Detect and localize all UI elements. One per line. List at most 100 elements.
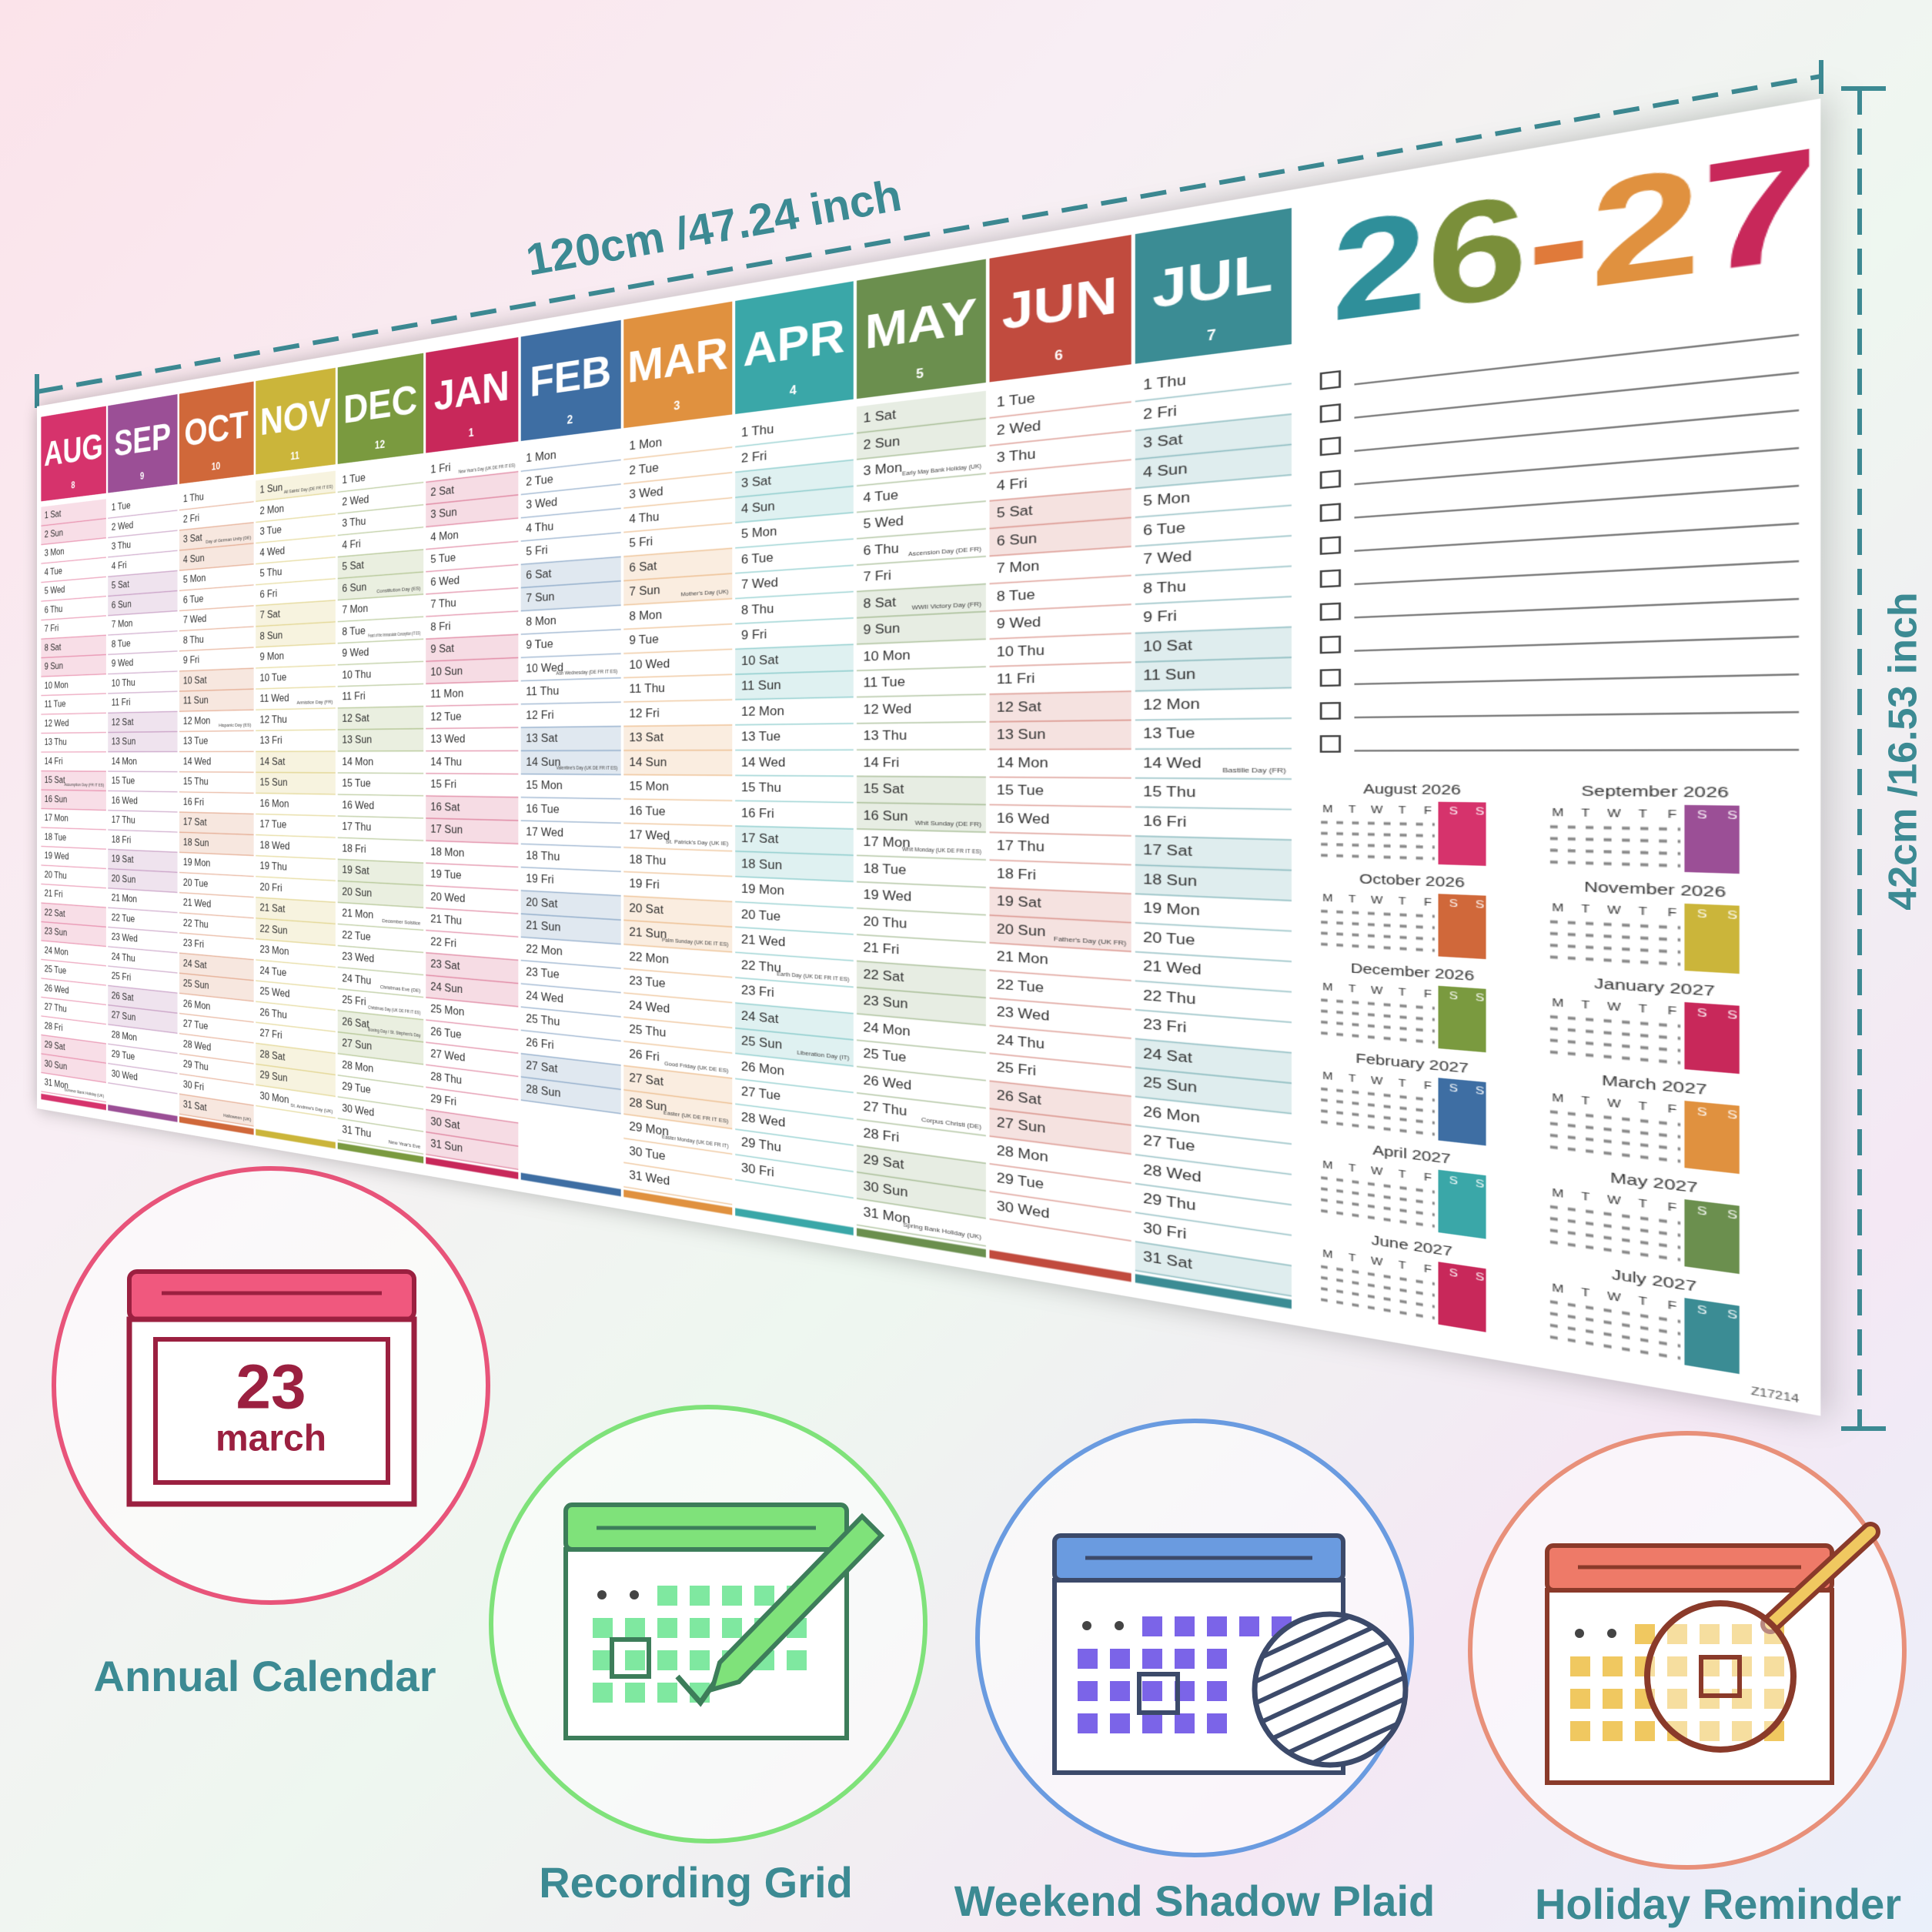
day-label: 1 Tue [112, 500, 131, 513]
day-label: 12 Thu [259, 714, 286, 726]
day-label: 15 Tue [342, 777, 370, 790]
mini-title: May 2027 [1610, 1170, 1698, 1197]
mini-title: December 2026 [1351, 961, 1475, 985]
note-line [1354, 561, 1799, 584]
note-line [1354, 448, 1799, 484]
day-label: 15 Mon [629, 780, 668, 794]
day-label: 13 Tue [741, 730, 780, 744]
day-label: 18 Fri [112, 834, 131, 846]
icon-dot [1082, 1621, 1091, 1630]
mini-weekday: T [1349, 1252, 1357, 1265]
row-line [256, 835, 336, 838]
holiday-label: Corpus Christi (DE) [921, 1117, 981, 1131]
mini-weekday: T [1582, 1095, 1592, 1108]
day-label: 15 Sun [259, 777, 287, 788]
day-label: 1 Fri [430, 462, 450, 476]
mini-weekday: T [1349, 1162, 1357, 1175]
day-label: 4 Sun [1143, 461, 1188, 481]
row-line [623, 674, 732, 677]
icon-lens [1644, 1600, 1797, 1753]
day-label: 19 Sat [342, 864, 369, 877]
day-label: 1 Thu [741, 423, 774, 440]
icon-cell [1570, 1721, 1590, 1741]
feature-label: Recording Grid [539, 1858, 853, 1907]
day-label: 28 Sat [259, 1048, 285, 1063]
day-label: 14 Wed [741, 756, 786, 770]
row-line [1135, 807, 1292, 809]
day-label: 5 Thu [259, 567, 282, 580]
mini-row [1550, 921, 1680, 928]
mini-weekday: T [1582, 903, 1592, 915]
weekend-shade [41, 790, 106, 811]
mini-title: April 2027 [1372, 1143, 1451, 1168]
day-label: 23 Fri [741, 984, 774, 1001]
day-label: 16 Wed [997, 811, 1050, 827]
day-label: 12 Mon [741, 704, 784, 719]
day-label: 24 Mon [863, 1020, 910, 1039]
mini-row [1550, 1052, 1680, 1063]
row-line [338, 837, 423, 841]
mini-weekday: M [1552, 1092, 1563, 1105]
mini-weekday: T [1349, 983, 1357, 995]
row-line [857, 667, 986, 670]
checkbox [1321, 438, 1339, 456]
day-label: 6 Sat [526, 567, 551, 582]
mini-row [1321, 1011, 1435, 1019]
mini-row [1321, 944, 1435, 951]
day-label: 8 Tue [112, 638, 131, 650]
mini-weekday: T [1582, 1191, 1592, 1204]
mini-row [1321, 911, 1435, 917]
day-label: 7 Wed [741, 576, 778, 592]
day-label: 6 Sun [342, 581, 366, 595]
day-label: 18 Tue [863, 861, 906, 877]
day-label: 11 Wed [259, 693, 289, 705]
row-line [108, 1083, 177, 1094]
day-label: 14 Mon [112, 756, 137, 767]
note-line [1354, 410, 1799, 451]
row-line [735, 592, 854, 599]
day-label: 5 Sat [342, 560, 363, 573]
day-label: 18 Thu [526, 849, 560, 863]
day-label: 13 Sun [997, 727, 1046, 743]
row-line [735, 724, 854, 725]
day-label: 21 Mon [112, 893, 137, 905]
row-line [735, 801, 854, 802]
day-label: 9 Sat [430, 643, 454, 656]
row-line [989, 604, 1131, 611]
row-line [338, 617, 423, 621]
day-label: 31 Sat [183, 1099, 207, 1114]
day-label: 17 Thu [342, 821, 371, 834]
mini-weekday: F [1424, 897, 1433, 909]
mini-weekday: S [1697, 1303, 1708, 1317]
mini-row [1321, 1022, 1435, 1031]
mini-weekday: F [1668, 1103, 1678, 1116]
icon-cell [1764, 1656, 1784, 1676]
day-label: 3 Mon [863, 460, 902, 479]
mini-weekday: S [1449, 805, 1459, 817]
mini-row [1550, 957, 1680, 964]
row-line [256, 877, 336, 881]
weekend-shade [41, 1053, 106, 1083]
mini-row [1321, 1033, 1435, 1042]
row-line [179, 772, 254, 773]
mini-weekday: M [1322, 1248, 1332, 1262]
day-label: 14 Sun [526, 756, 560, 769]
day-label: 22 Tue [112, 912, 135, 924]
day-label: 8 Fri [430, 620, 450, 633]
day-label: 28 Thu [430, 1070, 462, 1086]
day-label: 5 Mon [183, 573, 206, 586]
day-label: 7 Mon [997, 559, 1040, 577]
day-label: 23 Fri [1143, 1017, 1186, 1037]
mini-weekday: T [1349, 804, 1357, 816]
checkbox [1321, 471, 1339, 488]
row-line [179, 872, 254, 876]
day-label: 29 Sat [45, 1039, 65, 1052]
icon-cell [1078, 1713, 1098, 1733]
row-line [426, 565, 518, 572]
weekend-shade [41, 518, 106, 545]
day-label: 14 Sat [259, 756, 285, 767]
row-line [338, 794, 423, 796]
row-line [256, 687, 336, 689]
day-label: 9 Wed [112, 657, 133, 669]
day-label: 19 Mon [1143, 901, 1200, 919]
